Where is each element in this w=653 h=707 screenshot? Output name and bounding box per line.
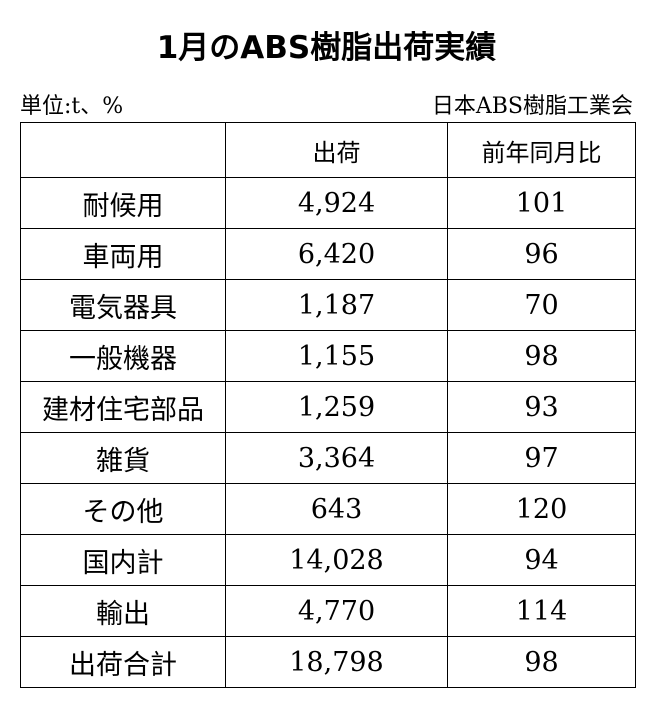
header-cell: 出荷 <box>225 122 448 178</box>
table-row: 一般機器 1,155 98 <box>20 330 636 382</box>
shipment-cell: 1,259 <box>225 381 448 433</box>
shipment-cell: 1,187 <box>225 279 448 331</box>
page-title: 1月のABS樹脂出荷実績 <box>156 30 497 66</box>
yoy-cell: 98 <box>447 636 636 688</box>
yoy-cell: 97 <box>447 432 636 484</box>
table-header-row: 出荷 前年同月比 <box>20 122 636 178</box>
table-row: 建材住宅部品 1,259 93 <box>20 381 636 433</box>
header-cell <box>20 122 226 178</box>
category-cell: 雑貨 <box>20 432 226 484</box>
table-row: 出荷合計 18,798 98 <box>20 636 636 688</box>
shipment-cell: 4,924 <box>225 177 448 229</box>
yoy-cell: 96 <box>447 228 636 280</box>
category-cell: 輸出 <box>20 585 226 637</box>
category-cell: その他 <box>20 483 226 535</box>
yoy-cell: 120 <box>447 483 636 535</box>
category-cell: 建材住宅部品 <box>20 381 226 433</box>
table-row: 電気器具 1,187 70 <box>20 279 636 331</box>
unit-label: 単位:t、% <box>20 94 124 119</box>
category-cell: 車両用 <box>20 228 226 280</box>
category-cell: 国内計 <box>20 534 226 586</box>
source-label: 日本ABS樹脂工業会 <box>431 94 633 119</box>
shipment-cell: 18,798 <box>225 636 448 688</box>
category-cell: 耐候用 <box>20 177 226 229</box>
table-row: 雑貨 3,364 97 <box>20 432 636 484</box>
table-row: 国内計 14,028 94 <box>20 534 636 586</box>
shipment-cell: 6,420 <box>225 228 448 280</box>
yoy-cell: 93 <box>447 381 636 433</box>
shipment-cell: 1,155 <box>225 330 448 382</box>
category-cell: 電気器具 <box>20 279 226 331</box>
shipment-cell: 3,364 <box>225 432 448 484</box>
header-cell: 前年同月比 <box>447 122 636 178</box>
table-row: 輸出 4,770 114 <box>20 585 636 637</box>
shipment-cell: 643 <box>225 483 448 535</box>
table-row: 車両用 6,420 96 <box>20 228 636 280</box>
yoy-cell: 98 <box>447 330 636 382</box>
yoy-cell: 101 <box>447 177 636 229</box>
shipment-cell: 4,770 <box>225 585 448 637</box>
category-cell: 出荷合計 <box>20 636 226 688</box>
yoy-cell: 114 <box>447 585 636 637</box>
shipment-cell: 14,028 <box>225 534 448 586</box>
shipment-table: 出荷 前年同月比 耐候用 4,924 101 車両用 6,420 96 電気器具 1,187 7… <box>20 122 636 688</box>
category-cell: 一般機器 <box>20 330 226 382</box>
yoy-cell: 70 <box>447 279 636 331</box>
table-row: 耐候用 4,924 101 <box>20 177 636 229</box>
table-row: その他 643 120 <box>20 483 636 535</box>
yoy-cell: 94 <box>447 534 636 586</box>
